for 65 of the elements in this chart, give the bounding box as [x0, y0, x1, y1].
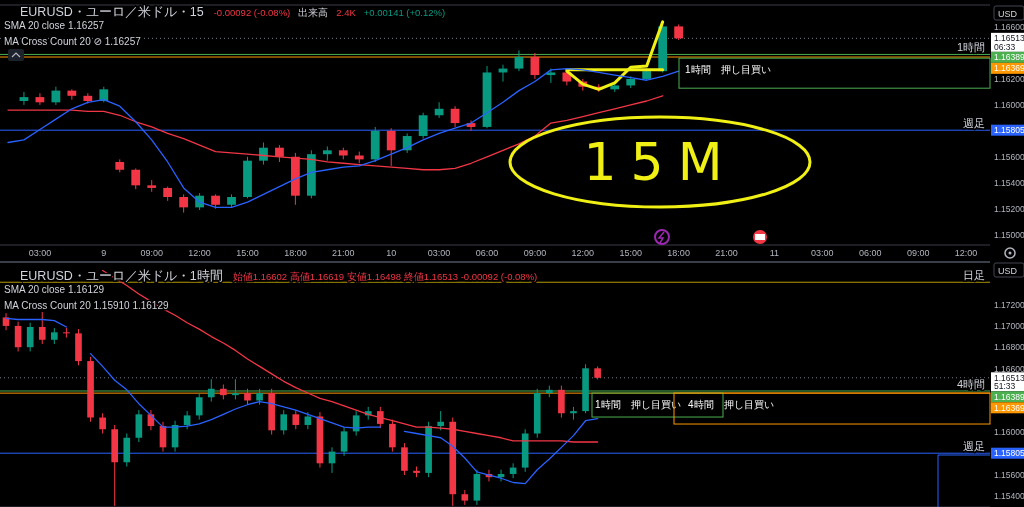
- text: 1.15805: [994, 448, 1024, 459]
- y-tick-label: 1.15400: [994, 177, 1024, 188]
- y-tick-label: 1.15600: [994, 151, 1024, 162]
- y-tick-label: 1.16800: [994, 342, 1024, 353]
- x-tick-label: 9: [101, 248, 107, 258]
- annotation: SMA 20 close 1.16257: [4, 20, 105, 31]
- text: 1.16389: [994, 52, 1024, 63]
- text: 1.16369: [994, 63, 1024, 74]
- text: 51:33: [994, 381, 1016, 392]
- x-tick-label: 12:00: [188, 248, 211, 258]
- x-tick-label: 09:00: [523, 248, 547, 258]
- annotation: 出来高: [298, 7, 329, 18]
- y-tick-label: 1.16600: [994, 363, 1024, 374]
- y-tick-label: 1.15600: [994, 470, 1024, 481]
- ref-line-label: 週足: [963, 440, 985, 453]
- text: 1.16513: [994, 372, 1024, 383]
- y-tick-label: 1.15400: [994, 491, 1024, 502]
- x-tick-label: 09:00: [140, 248, 163, 258]
- x-tick-label: 21:00: [715, 248, 738, 258]
- text: 始値1.16602 高値1.16619 安値1.16498 終値1.16513 -0.00092 (-0.08%): [232, 271, 538, 282]
- x-tick-label: 03:00: [811, 248, 834, 258]
- chart-subtitle: -0.00092 (-0.08%): [213, 7, 291, 18]
- y-tick-label: 1.17200: [994, 299, 1024, 310]
- text: 1.15805: [994, 125, 1024, 136]
- y-tick-label: 1.16600: [994, 22, 1024, 33]
- chart-title: EURUSD・ユーロ／米ドル・15: [20, 5, 204, 19]
- text: EURUSD・ユーロ／米ドル・1時間: [20, 269, 223, 283]
- y-tick-label: 1.16000: [994, 427, 1024, 438]
- text: USD: [998, 9, 1018, 19]
- x-tick-label: 18:00: [284, 248, 307, 258]
- text: 1.16389: [994, 391, 1024, 402]
- y-tick-label: 1.16000: [994, 99, 1024, 110]
- annotation: 4時間 押し目買い: [688, 399, 774, 411]
- text: 1.16513: [994, 33, 1024, 44]
- annotation: 2.4K: [336, 7, 357, 18]
- ref-line-label: 週足: [963, 117, 985, 130]
- x-tick-label: 11: [769, 248, 780, 258]
- text: USD: [998, 266, 1018, 276]
- x-tick-label: 06:00: [858, 248, 882, 258]
- y-tick-label: 1.15000: [994, 229, 1024, 240]
- y-tick-label: 1.15200: [994, 203, 1024, 214]
- x-tick-label: 06:00: [475, 248, 499, 258]
- annotation: 15M: [583, 132, 737, 192]
- x-tick-label: 03:00: [427, 248, 451, 258]
- x-tick-label: 15:00: [236, 248, 259, 258]
- x-tick-label: 21:00: [332, 248, 355, 258]
- annotation: MA Cross Count 20 ⊘ 1.16257: [4, 36, 142, 47]
- y-tick-label: 1.16200: [994, 73, 1024, 84]
- x-tick-label: 10: [386, 248, 397, 258]
- x-tick-label: 12:00: [571, 248, 595, 258]
- annotation: SMA 20 close 1.16129: [4, 284, 105, 295]
- ref-line-label: 4時間: [956, 378, 985, 390]
- x-tick-label: 18:00: [667, 248, 690, 258]
- x-tick-label: 12:00: [954, 248, 978, 258]
- y-tick-label: 1.17000: [994, 320, 1024, 331]
- annotation: +0.00141 (+0.12%): [363, 7, 446, 18]
- annotation: 1時間 押し目買い: [685, 64, 771, 76]
- ref-line-label: 日足: [963, 269, 985, 282]
- x-tick-label: 09:00: [906, 248, 930, 258]
- ref-line-label: 1時間: [956, 41, 985, 54]
- text: 1.16369: [994, 402, 1024, 413]
- x-tick-label: 03:00: [28, 248, 52, 258]
- annotation: 1時間 押し目買い: [595, 399, 681, 411]
- text: 06:33: [994, 41, 1016, 52]
- x-tick-label: 15:00: [619, 248, 642, 258]
